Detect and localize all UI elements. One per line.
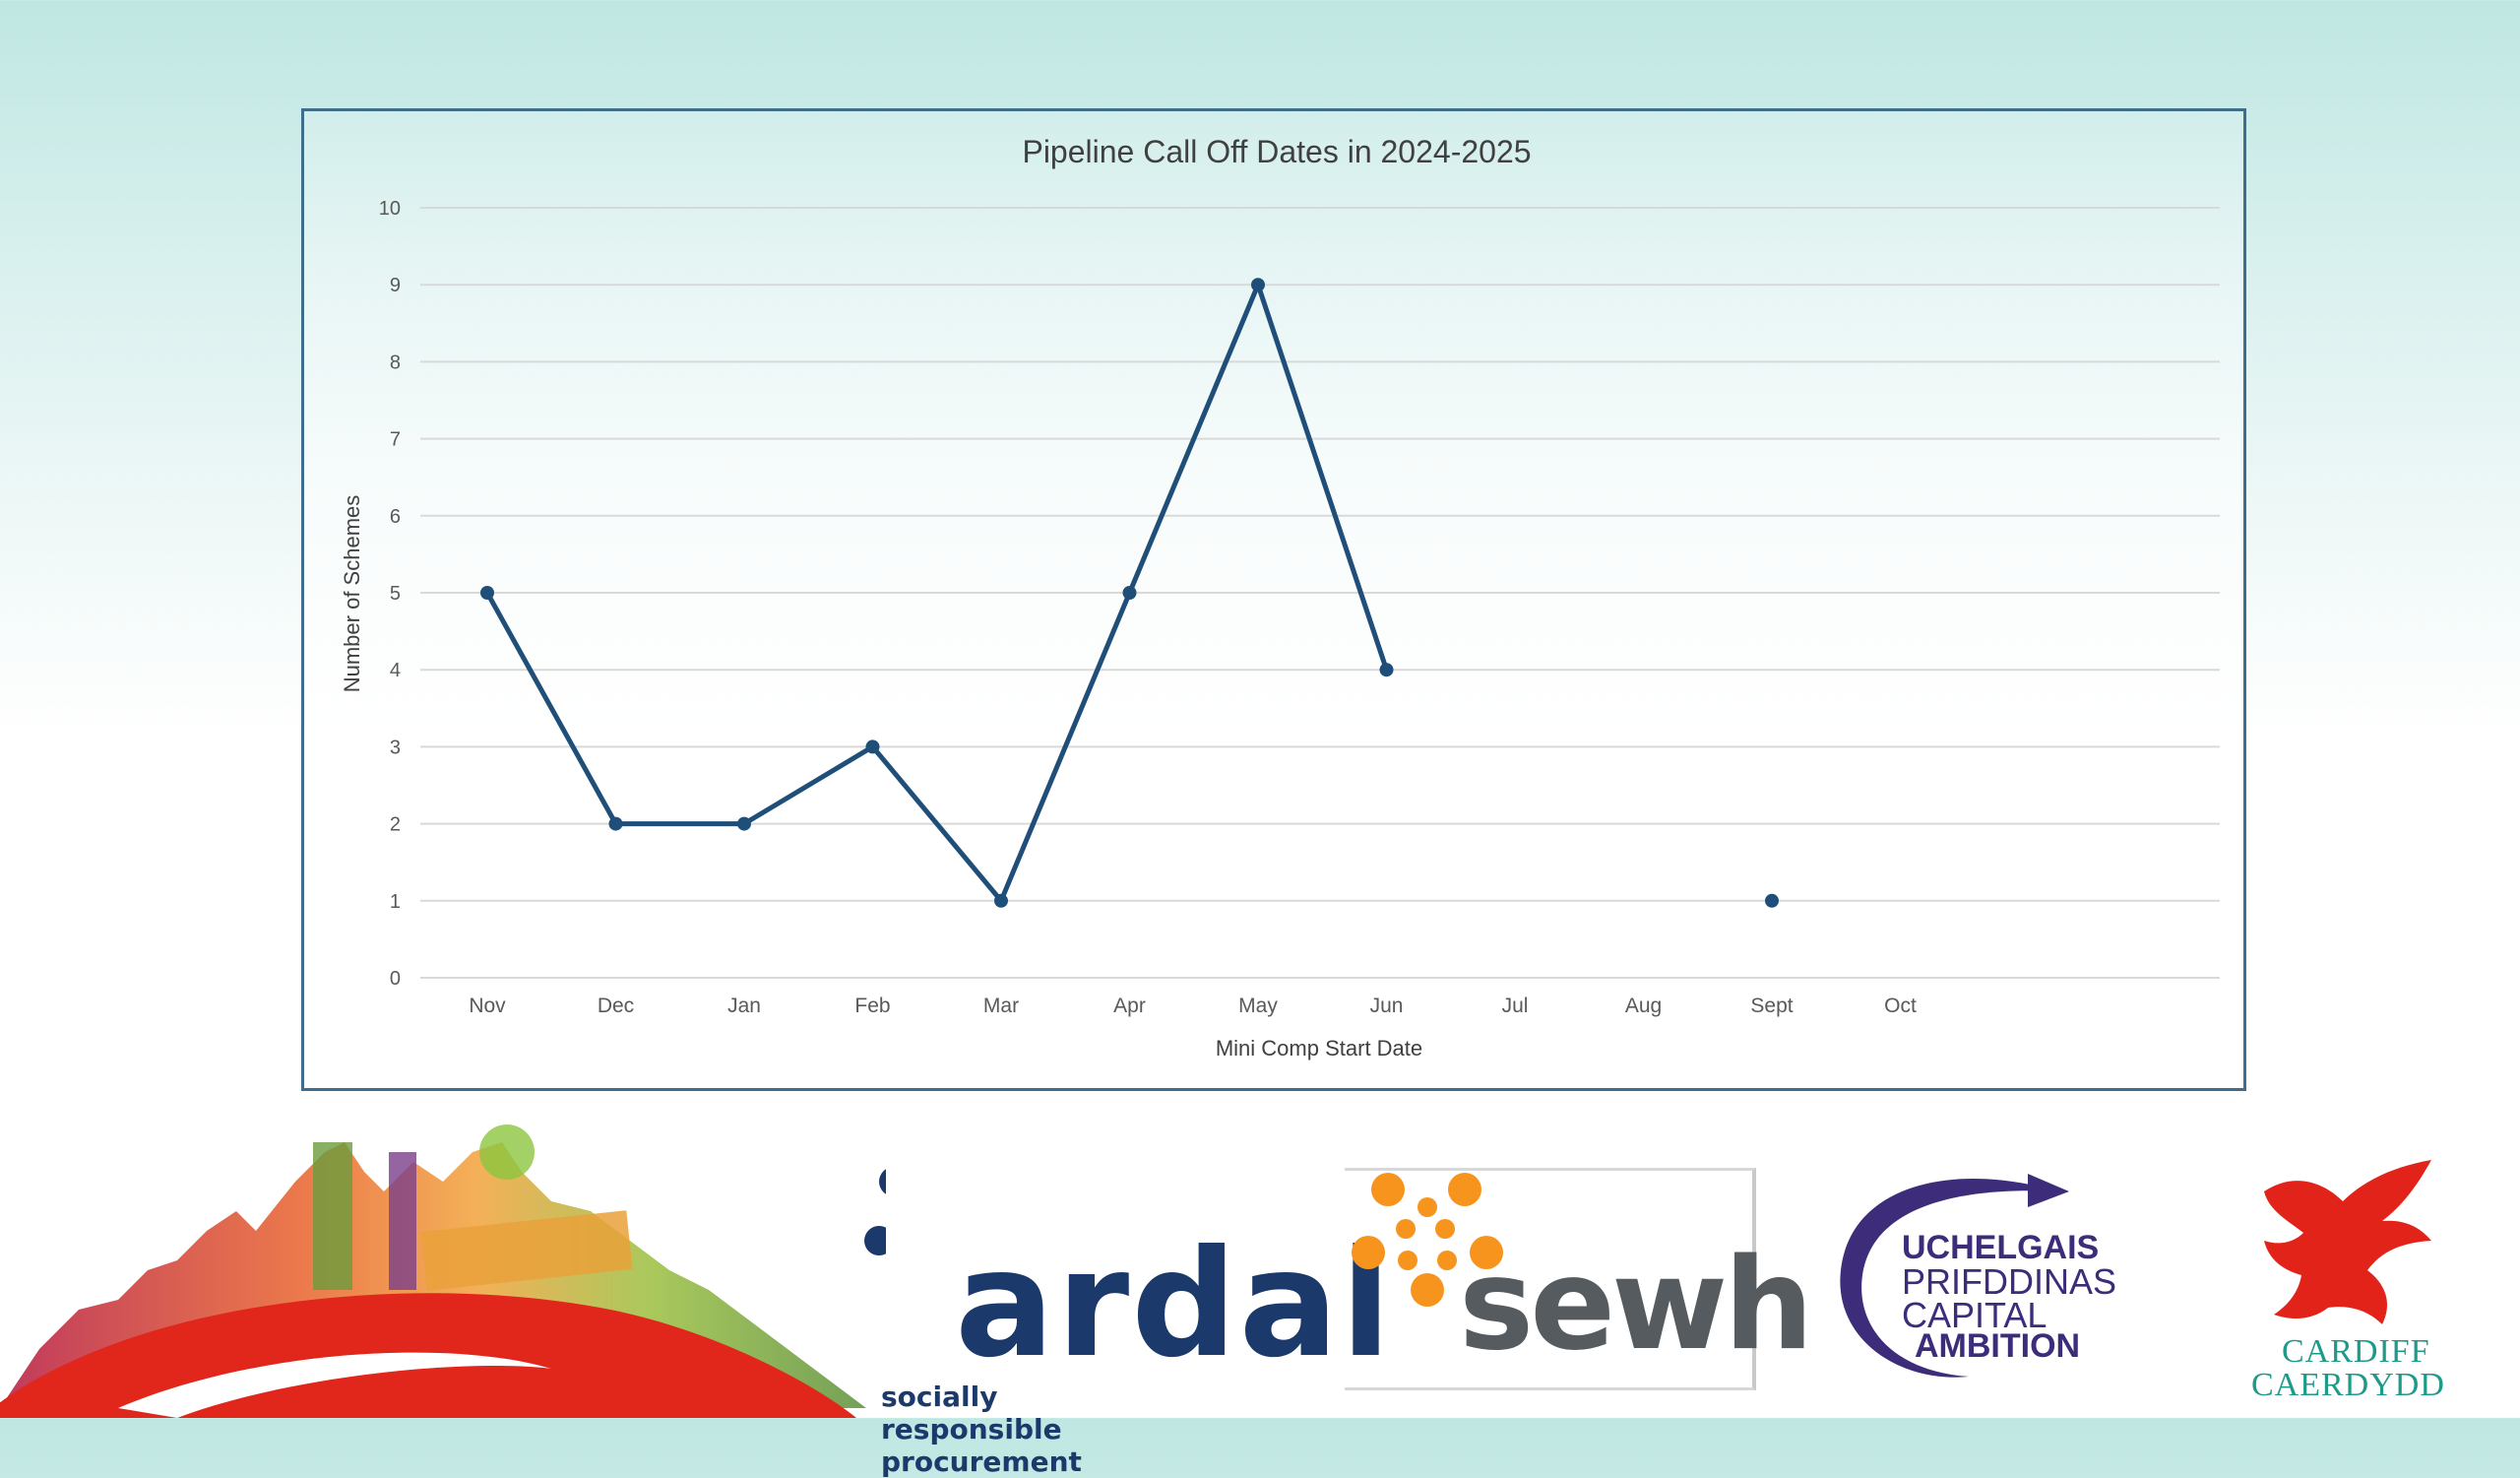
y-tick-labels: 0 1 2 3 4 5 6 7 8 9 10 bbox=[379, 198, 401, 990]
series-layer bbox=[480, 278, 1779, 908]
data-point-nov bbox=[480, 586, 494, 600]
data-point-sept bbox=[1765, 893, 1779, 908]
data-point-mar bbox=[994, 893, 1008, 908]
cardiff-line-2: CAERDYDD bbox=[2251, 1367, 2445, 1403]
chart-title: Pipeline Call Off Dates in 2024-2025 bbox=[1022, 134, 1531, 169]
y-tick-label: 9 bbox=[390, 275, 401, 296]
y-tick-label: 1 bbox=[390, 891, 401, 913]
city-skyline-illustration-icon bbox=[0, 1113, 866, 1418]
x-tick-label: Jul bbox=[1502, 995, 1529, 1017]
capital-ambition-line-4: AMBITION bbox=[1915, 1327, 2081, 1365]
capital-ambition-line-2: PRIFDDINAS bbox=[1902, 1261, 2117, 1302]
x-tick-label: Oct bbox=[1884, 995, 1917, 1017]
x-axis-label: Mini Comp Start Date bbox=[1216, 1036, 1422, 1060]
sewh-wordmark: sewh bbox=[1459, 1232, 1813, 1379]
x-tick-label: Feb bbox=[854, 995, 890, 1017]
cardiff-line-1: CARDIFF bbox=[2282, 1333, 2430, 1370]
x-tick-label: Nov bbox=[469, 995, 506, 1017]
x-tick-label: Aug bbox=[1625, 995, 1662, 1017]
y-tick-label: 6 bbox=[390, 506, 401, 528]
data-point-jun bbox=[1379, 663, 1394, 677]
data-point-may bbox=[1251, 278, 1265, 292]
capital-ambition-line-1: UCHELGAIS bbox=[1902, 1229, 2100, 1266]
x-tick-label: Dec bbox=[598, 995, 634, 1017]
x-tick-label: Sept bbox=[1750, 995, 1793, 1017]
y-tick-label: 8 bbox=[390, 352, 401, 373]
y-tick-label: 2 bbox=[390, 814, 401, 836]
x-tick-label: May bbox=[1238, 995, 1278, 1017]
y-tick-label: 7 bbox=[390, 429, 401, 451]
logo-strip: ardal socially responsible procurement s… bbox=[0, 1113, 2520, 1478]
welsh-dragon-icon bbox=[2264, 1160, 2431, 1324]
line-chart: Pipeline Call Off Dates in 2024-2025 Num… bbox=[340, 134, 2220, 1060]
y-tick-label: 5 bbox=[390, 583, 401, 605]
y-tick-label: 10 bbox=[379, 198, 401, 220]
y-tick-label: 0 bbox=[390, 968, 401, 990]
y-tick-label: 4 bbox=[390, 660, 401, 681]
x-tick-label: Mar bbox=[983, 995, 1019, 1017]
y-axis-label: Number of Schemes bbox=[340, 495, 364, 693]
capital-ambition-line-3: CAPITAL bbox=[1902, 1295, 2048, 1335]
series-line bbox=[484, 282, 1389, 904]
data-point-apr bbox=[1122, 586, 1137, 600]
y-tick-label: 3 bbox=[390, 737, 401, 758]
chart-frame: Pipeline Call Off Dates in 2024-2025 Num… bbox=[301, 108, 2246, 1091]
x-tick-labels: Nov Dec Jan Feb Mar Apr May Jun Jul Aug Sept Oct bbox=[469, 995, 1917, 1017]
data-point-feb bbox=[865, 739, 880, 754]
sewh-logo-frame bbox=[1345, 1168, 1756, 1390]
x-tick-label: Apr bbox=[1113, 995, 1146, 1017]
data-point-jan bbox=[737, 816, 751, 831]
x-tick-label: Jan bbox=[727, 995, 761, 1017]
data-point-dec bbox=[608, 816, 623, 831]
ardal-wordmark: ardal bbox=[955, 1219, 1394, 1390]
gridlines bbox=[420, 207, 2220, 979]
x-tick-label: Jun bbox=[1370, 995, 1404, 1017]
